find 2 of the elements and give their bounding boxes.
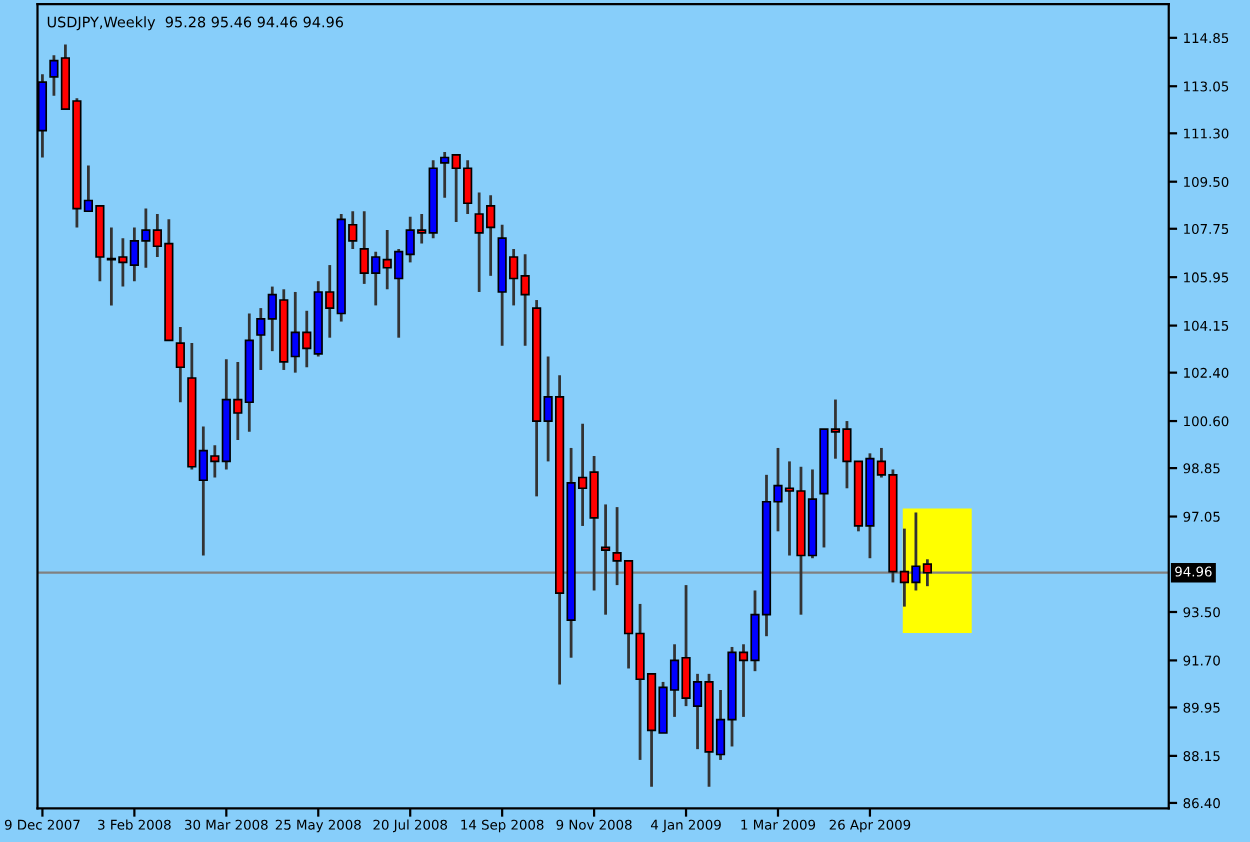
candlestick [175,325,185,404]
candlestick [600,503,611,617]
